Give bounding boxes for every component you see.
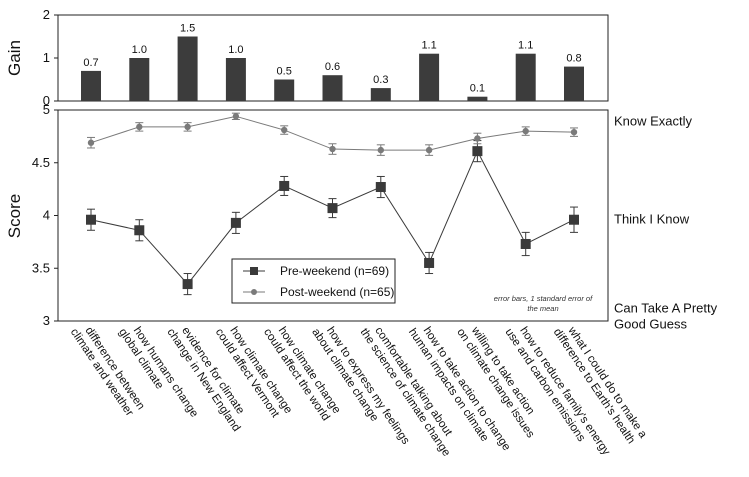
data-point (570, 128, 578, 136)
gain-tick-label: 2 (43, 7, 50, 22)
error-note-line-2: the mean (527, 304, 558, 313)
gain-bar (81, 70, 101, 101)
gain-bar (564, 66, 584, 101)
legend-post-marker (251, 289, 257, 295)
data-point (472, 146, 483, 157)
gain-bar (177, 36, 198, 101)
score-tick-label: 4 (43, 208, 50, 223)
right-scale-label: Think I Know (614, 212, 690, 227)
gain-bars (81, 36, 584, 101)
gain-y-ticks: 0 1 2 (43, 7, 58, 108)
gain-bar (129, 58, 150, 101)
data-point (87, 139, 95, 146)
gain-value-label: 0.3 (373, 74, 388, 86)
data-point (520, 238, 531, 249)
score-y-ticks: 3 3.5 4 4.5 5 (32, 102, 58, 328)
gain-bar (467, 96, 488, 101)
series-pre-weekend (86, 140, 579, 296)
data-point (424, 257, 435, 268)
gain-bar (515, 53, 536, 101)
gain-bar (225, 58, 246, 101)
data-point (86, 214, 96, 225)
gain-value-label: 0.1 (470, 83, 485, 95)
gain-axis-label: Gain (5, 40, 24, 76)
gain-value-label: 1.1 (518, 40, 533, 52)
category-labels: difference betweenclimate and weatherhow… (68, 324, 649, 459)
legend-pre-marker (250, 267, 258, 275)
gain-value-labels: 0.7 1.0 1.5 1.0 0.5 0.6 0.3 1.1 0.1 1.1 0.8 (83, 23, 581, 95)
data-point (377, 146, 384, 154)
data-point (184, 123, 191, 131)
right-scale-label: Can Take A Pretty (614, 300, 718, 315)
gain-value-label: 1.0 (132, 44, 147, 56)
data-point (279, 180, 290, 191)
score-series (86, 112, 579, 296)
gain-bar (274, 79, 295, 101)
data-point (474, 135, 481, 142)
right-scale-labels: Know Exactly Think I Know Can Take A Prett… (614, 114, 718, 332)
gain-bar (419, 53, 440, 101)
gain-bar (370, 88, 391, 101)
gain-bar-chart: Gain 012 0.71.01.51.00.5 0.60.31.10.11.10… (5, 7, 609, 108)
data-point (281, 126, 288, 134)
data-point (230, 217, 241, 228)
legend: Pre-weekend (n=69) Post-weekend (n=65) (231, 258, 396, 304)
gain-value-label: 1.5 (180, 23, 195, 35)
data-point (425, 146, 433, 154)
data-point (569, 214, 579, 225)
data-point (375, 182, 386, 193)
gain-tick-label: 1 (43, 50, 50, 65)
score-axis-label: Score (5, 194, 24, 238)
gain-value-label: 0.7 (83, 57, 98, 69)
data-point (522, 127, 529, 135)
gain-tick-label: 0 (43, 93, 50, 108)
legend-post-label: Post-weekend (n=65) (280, 285, 394, 299)
gain-value-label: 0.8 (566, 53, 581, 65)
data-point (182, 279, 193, 290)
legend-pre-label: Pre-weekend (n=69) (280, 264, 389, 278)
data-point (136, 123, 143, 131)
gain-value-label: 1.1 (421, 40, 436, 52)
legend-box (231, 258, 396, 304)
score-tick-label: 3.5 (32, 260, 50, 275)
data-point (327, 203, 338, 214)
score-line-chart: Score 3 3.5 4 4.5 5 Know Exactly Think I Know… (5, 102, 718, 331)
right-scale-label: Know Exactly (614, 114, 693, 129)
gain-value-label: 0.5 (277, 66, 292, 78)
data-point (232, 113, 240, 120)
gain-value-label: 1.0 (228, 44, 243, 56)
gain-value-label: 0.6 (325, 61, 340, 73)
gain-bar (322, 75, 343, 101)
score-tick-label: 4.5 (32, 155, 50, 170)
right-scale-label: Good Guess (614, 316, 687, 331)
data-point (134, 225, 145, 236)
score-tick-label: 3 (43, 313, 50, 328)
series-post-weekend (87, 112, 578, 156)
error-note-line-1: error bars, 1 standard error of (494, 294, 593, 303)
score-tick-label: 5 (43, 102, 50, 117)
data-point (329, 145, 336, 153)
